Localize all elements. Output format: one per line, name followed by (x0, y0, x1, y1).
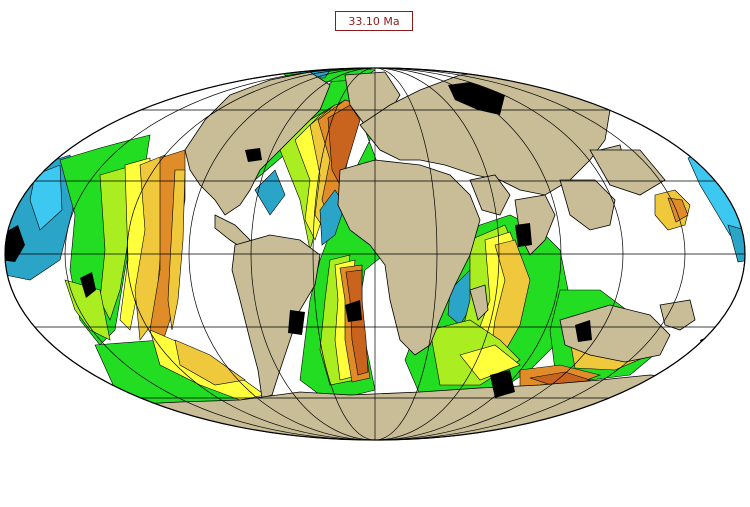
southeast-asia (559, 179, 616, 231)
graticule (5, 68, 745, 440)
madagascar (469, 284, 489, 321)
continents (5, 69, 745, 440)
age-label: 33.10 Ma (335, 11, 413, 31)
africa (337, 159, 481, 356)
map-border (4, 67, 746, 441)
arabia (469, 174, 511, 216)
south-america (231, 234, 321, 399)
